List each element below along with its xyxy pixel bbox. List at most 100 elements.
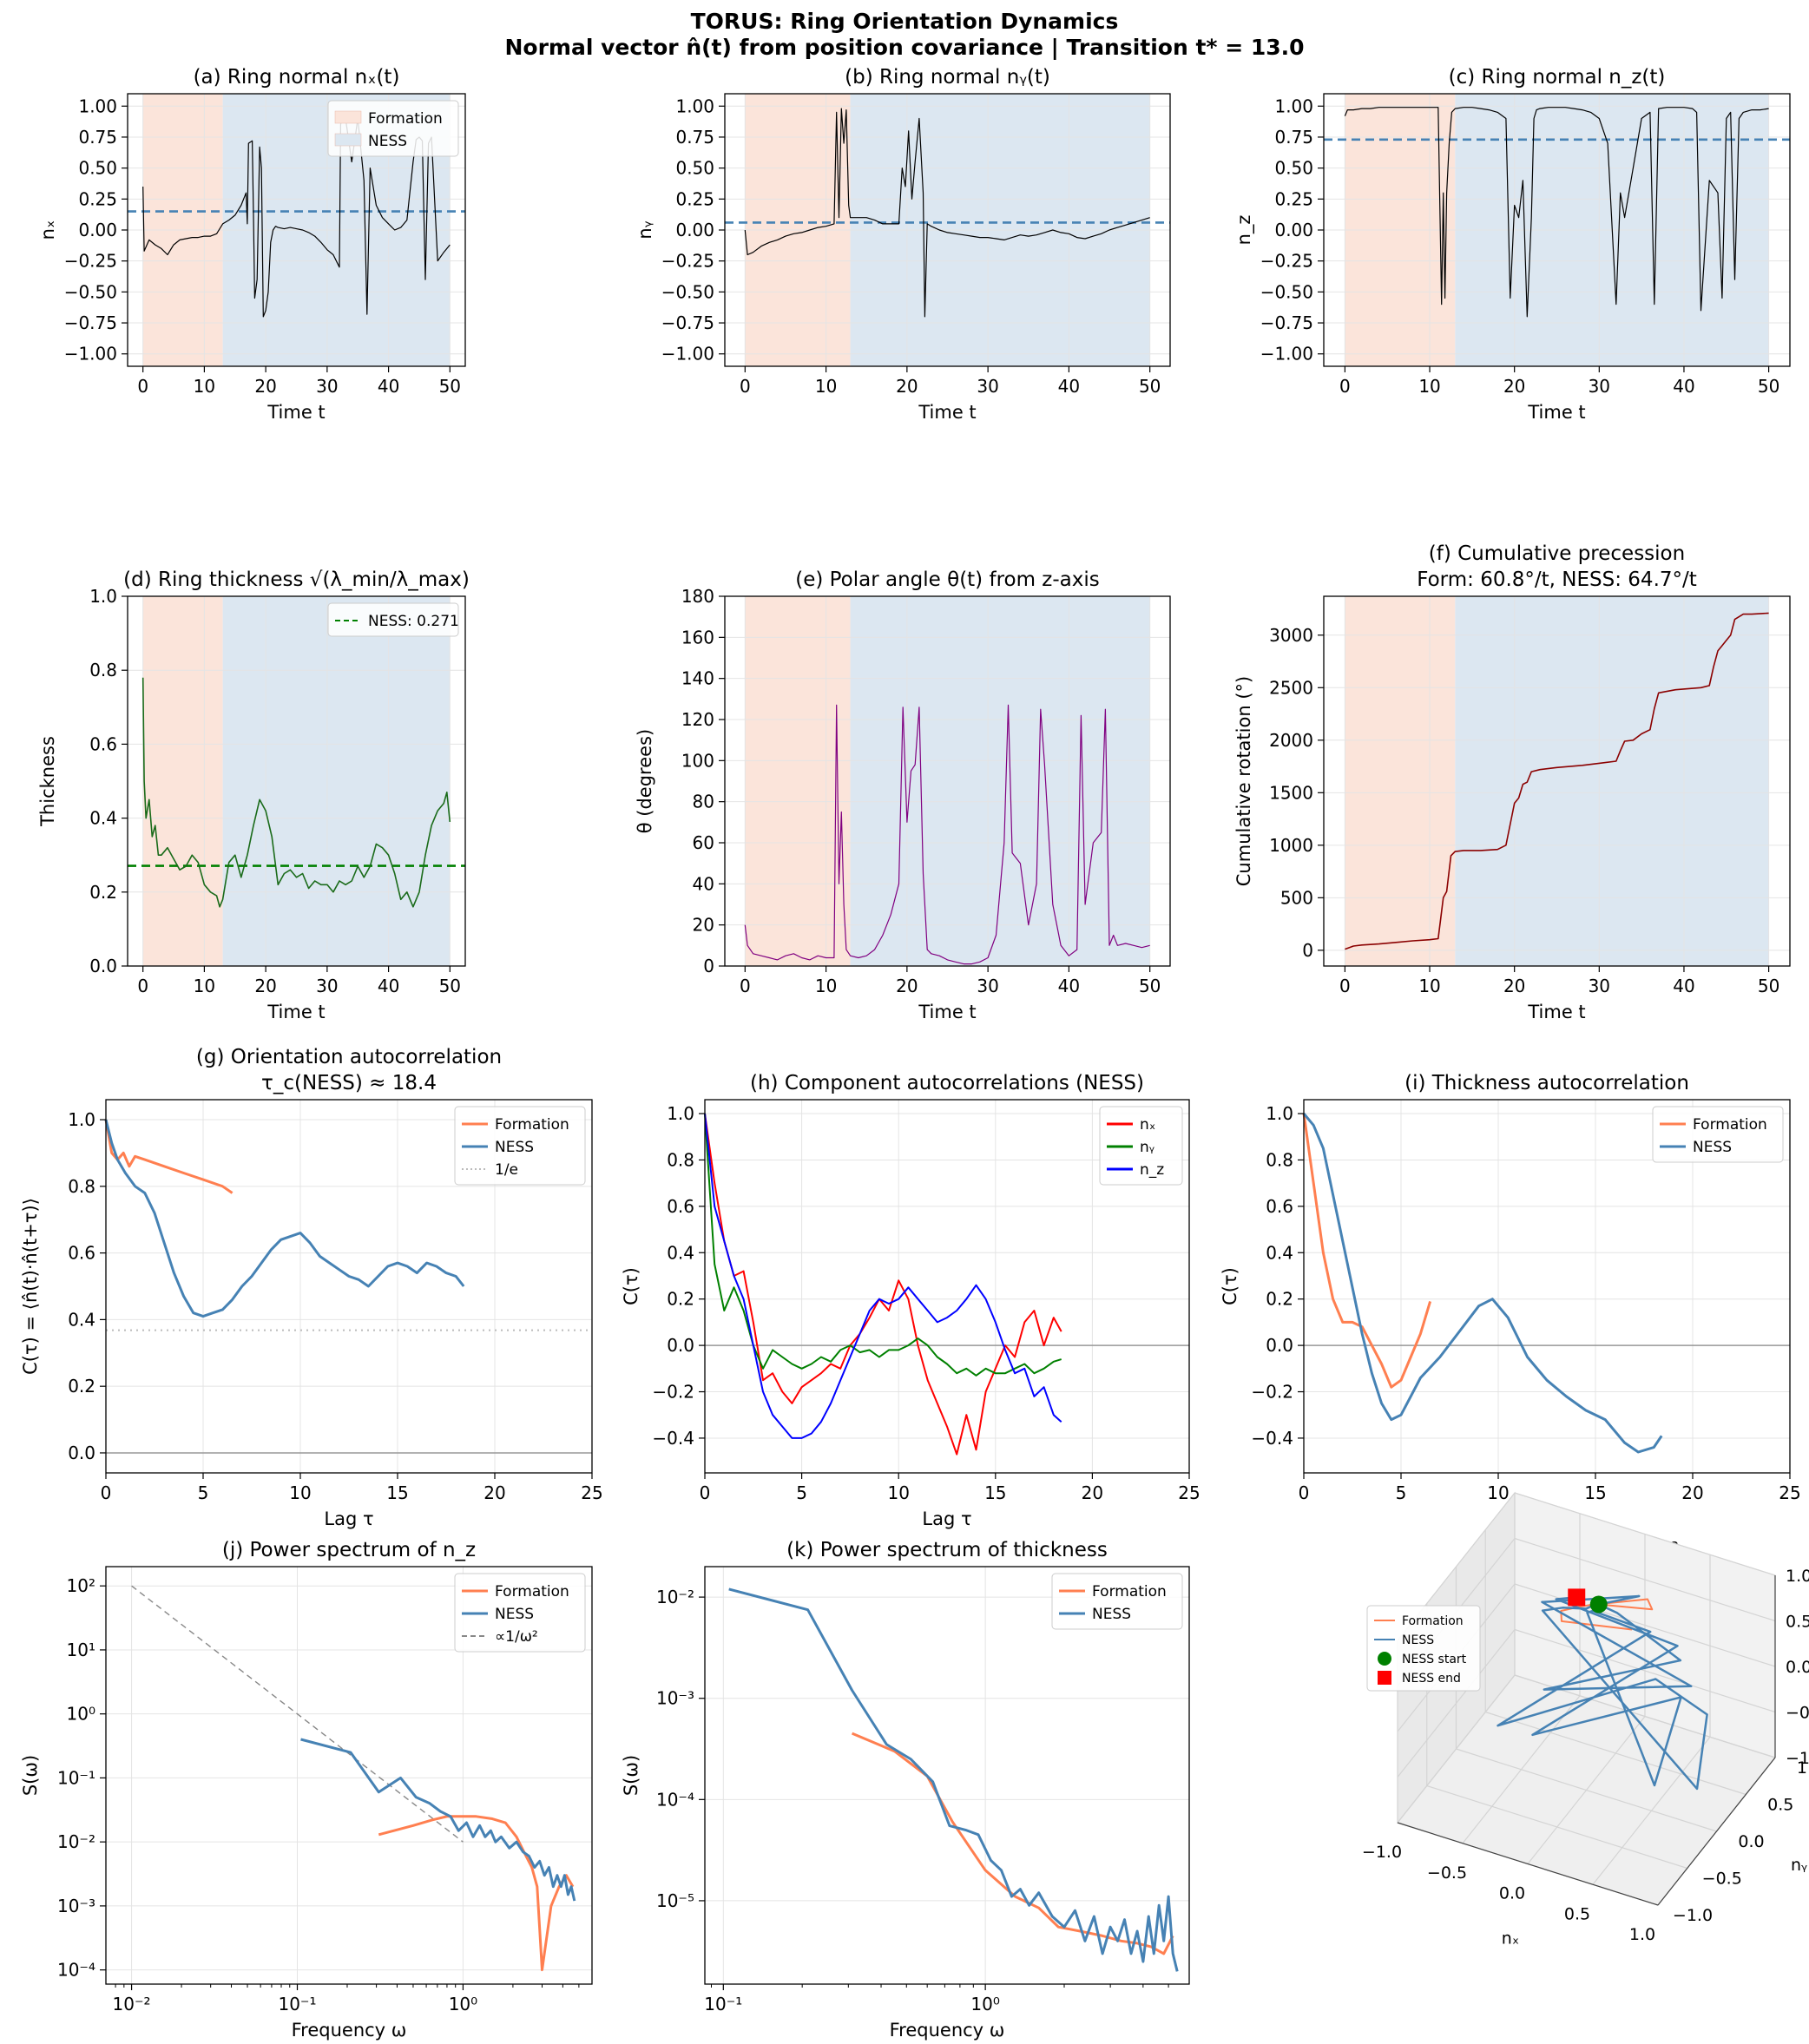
x-tick-label: 20 xyxy=(896,976,918,996)
y-tick-label: 80 xyxy=(693,792,714,812)
y-tick-label: −1.0 xyxy=(1673,1906,1713,1925)
panel-title: (f) Cumulative precession xyxy=(1429,542,1685,565)
x-tick-label: 0.0 xyxy=(1499,1884,1525,1903)
x-tick-label: 50 xyxy=(1139,976,1161,996)
panel-l: (l) Ring normal on S²−1.0−0.50.00.51.0−1… xyxy=(1362,1491,1809,1949)
legend-swatch xyxy=(1378,1671,1391,1685)
y-tick-label: 1.0 xyxy=(1266,1103,1293,1124)
y-tick-label: 0.4 xyxy=(667,1242,694,1263)
legend-box xyxy=(1652,1106,1784,1163)
y-tick-label: 0 xyxy=(703,956,714,976)
panel-title: (k) Power spectrum of thickness xyxy=(786,1539,1108,1561)
x-tick-label: 50 xyxy=(1758,976,1779,996)
y-tick-label: −1.00 xyxy=(661,344,714,365)
x-tick-label: 20 xyxy=(254,976,276,996)
y-tick-label: 0.25 xyxy=(1274,188,1313,209)
y-tick-label: 0.4 xyxy=(89,808,117,829)
x-tick-label: −0.5 xyxy=(1427,1863,1467,1883)
panel-title: (h) Component autocorrelations (NESS) xyxy=(750,1072,1144,1094)
x-tick-label: 30 xyxy=(1589,976,1610,996)
x-tick-label: 0 xyxy=(700,1482,711,1503)
series-line-n-z xyxy=(704,1113,1062,1439)
ness-region xyxy=(1455,596,1769,966)
panel-title: (e) Polar angle θ(t) from z-axis xyxy=(795,569,1100,591)
y-tick-label: −0.2 xyxy=(1251,1382,1293,1403)
y-tick-label: −0.75 xyxy=(64,312,117,333)
z-tick-label: −0.5 xyxy=(1786,1704,1809,1723)
z-tick-label: 0.0 xyxy=(1786,1658,1809,1677)
legend-box xyxy=(1051,1573,1183,1630)
y-tick-label: 0.00 xyxy=(1274,220,1313,240)
grid-line xyxy=(1397,1492,1776,1641)
legend-label: NESS: 0.271 xyxy=(368,613,459,630)
legend-label: NESS xyxy=(1402,1633,1434,1647)
ness-region xyxy=(222,596,451,966)
y-tick-label: 0.8 xyxy=(667,1149,694,1170)
y-tick-label: −0.50 xyxy=(1260,281,1313,302)
x-axis-label: Time t xyxy=(266,402,325,423)
x-tick-label: 10 xyxy=(1418,376,1440,397)
legend-box xyxy=(327,602,459,637)
y-tick-label: −1.00 xyxy=(1260,344,1313,365)
axes-frame xyxy=(704,1566,1190,1985)
panel-b: (b) Ring normal nᵧ(t) 0 10 20 30 40 50 −1.00 −0.… xyxy=(635,66,1171,423)
y-tick-label: −0.75 xyxy=(1260,312,1313,333)
x-tick-label: 0 xyxy=(137,376,148,397)
y-tick-label: 10⁻³ xyxy=(57,1896,95,1916)
y-tick-label: 10⁻¹ xyxy=(57,1767,95,1788)
series-line xyxy=(744,108,1150,318)
x-tick-label: 10 xyxy=(815,376,837,397)
x-tick-label: 20 xyxy=(483,1482,505,1503)
y-tick-label: 0.50 xyxy=(675,158,714,179)
y-tick-label: 10² xyxy=(67,1575,95,1596)
y-axis-label: nᵧ xyxy=(1791,1856,1807,1875)
y-axis-edge xyxy=(1657,1757,1776,1906)
panel-a: (a) Ring normal nₓ(t) 0 10 20 30 40 50 −1.00 −0.… xyxy=(37,66,466,423)
y-tick-label: −0.25 xyxy=(64,251,117,272)
y-tick-label: 10¹ xyxy=(67,1640,95,1660)
y-tick-label: 0.2 xyxy=(1266,1289,1293,1310)
y-tick-label: 2500 xyxy=(1269,677,1313,698)
axes-frame xyxy=(724,595,1171,967)
y-tick-label: −0.2 xyxy=(652,1382,694,1403)
y-tick-label: 0.0 xyxy=(1266,1335,1293,1356)
x-tick-label: 40 xyxy=(1058,376,1080,397)
x-tick-label: 40 xyxy=(1058,976,1080,996)
ness-region xyxy=(850,596,1150,966)
y-tick-label: 0.0 xyxy=(89,956,117,976)
panel-e: (e) Polar angle θ(t) from z-axis 0 10 20 30 4… xyxy=(635,569,1171,1022)
y-axis-label: S(ω) xyxy=(621,1755,641,1796)
y-tick-label: 0.75 xyxy=(675,127,714,148)
x-tick-label: 15 xyxy=(386,1482,408,1503)
axes-frame xyxy=(1323,595,1791,967)
y-axis-label: n_z xyxy=(1233,215,1255,246)
series-line-formation xyxy=(1302,1113,1432,1389)
x-tick-label: 50 xyxy=(1139,376,1161,397)
y-tick-label: −0.75 xyxy=(661,312,714,333)
y-tick-label: 120 xyxy=(681,709,714,730)
y-tick-label: 1000 xyxy=(1269,835,1313,856)
y-tick-label: 0.00 xyxy=(78,220,117,240)
x-tick-label: −1.0 xyxy=(1362,1843,1402,1862)
axes-frame xyxy=(127,595,466,967)
legend-swatch xyxy=(1378,1652,1391,1666)
legend-label: nᵧ xyxy=(1140,1139,1155,1156)
y-tick-label: 0.00 xyxy=(675,220,714,240)
x-tick-label: 25 xyxy=(1779,1482,1800,1503)
x-tick-label: 10 xyxy=(194,976,215,996)
x-tick-label: 10⁰ xyxy=(970,1994,999,2014)
y-tick-label: 0.6 xyxy=(667,1196,694,1217)
panel-h: (h) Component autocorrelations (NESS) 0 5 1… xyxy=(621,1072,1201,1529)
legend-label: Formation xyxy=(495,1583,569,1600)
y-axis-label: nₓ xyxy=(37,220,58,240)
x-tick-label: 10 xyxy=(194,376,215,397)
y-tick-label: −0.50 xyxy=(661,281,714,302)
legend-label: NESS xyxy=(495,1139,534,1156)
y-tick-label: 10⁻² xyxy=(656,1587,694,1607)
series-line-ness xyxy=(300,1738,576,1902)
x-tick-label: 10⁻¹ xyxy=(278,1994,316,2014)
y-tick-label: 1.00 xyxy=(78,95,117,116)
legend-label: NESS xyxy=(495,1606,534,1623)
legend-label: n_z xyxy=(1140,1161,1164,1179)
x-axis-label: Lag τ xyxy=(922,1508,971,1529)
